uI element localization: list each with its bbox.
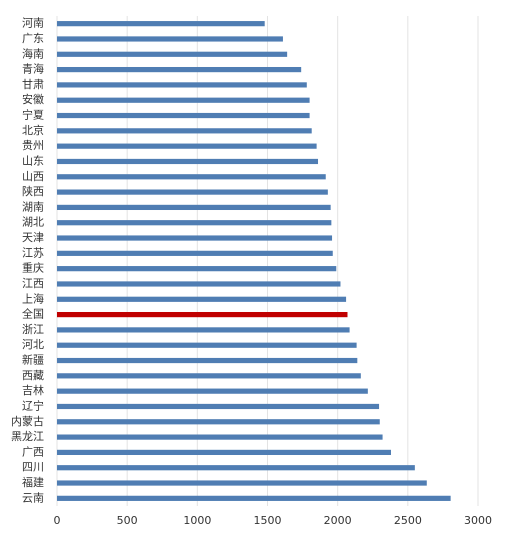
y-tick-label: 贵州 — [22, 139, 44, 152]
bar — [57, 36, 283, 42]
bar — [57, 419, 380, 425]
y-tick-label: 陕西 — [22, 184, 44, 198]
y-tick-label: 河北 — [22, 338, 44, 351]
y-tick-label: 广西 — [22, 445, 44, 458]
bar — [57, 51, 288, 57]
bar — [57, 220, 332, 226]
y-tick-label: 四川 — [22, 461, 44, 474]
bar — [57, 128, 312, 134]
bar — [57, 112, 310, 119]
y-tick-label: 湖北 — [22, 216, 44, 229]
bar — [57, 97, 310, 103]
bar — [57, 327, 350, 333]
y-tick-label: 内蒙古 — [11, 414, 44, 428]
y-tick-label: 西藏 — [22, 369, 44, 382]
y-tick-label: 江西 — [22, 277, 44, 290]
y-tick-label: 广东 — [22, 32, 44, 45]
y-tick-label: 海南 — [22, 46, 44, 60]
y-tick-label: 甘肃 — [22, 78, 44, 91]
bar — [57, 66, 302, 73]
bar — [57, 266, 337, 272]
x-tick-label: 1000 — [183, 514, 211, 527]
y-tick-label: 辽宁 — [22, 398, 44, 412]
y-tick-label: 安徽 — [22, 92, 44, 106]
y-tick-label: 宁夏 — [22, 108, 44, 122]
bar — [57, 296, 347, 302]
bar — [57, 495, 451, 501]
y-tick-label: 浙江 — [22, 323, 44, 336]
bar — [57, 281, 341, 287]
bar — [57, 480, 427, 486]
y-tick-label: 青海 — [22, 62, 44, 76]
x-tick-label: 500 — [117, 514, 138, 527]
bar — [57, 235, 333, 241]
bar — [57, 143, 317, 149]
bar — [57, 158, 319, 165]
bar — [57, 21, 265, 27]
bar — [57, 373, 361, 379]
y-tick-label: 河南 — [22, 17, 44, 30]
bar — [57, 449, 391, 456]
bar — [57, 311, 348, 318]
bar — [57, 342, 357, 348]
bar — [57, 174, 326, 180]
y-tick-label: 新疆 — [22, 353, 44, 367]
bar — [57, 434, 383, 440]
x-tick-label: 2000 — [324, 514, 352, 527]
y-tick-label: 湖南 — [22, 200, 44, 213]
x-tick-label: 0 — [54, 514, 61, 527]
bar — [57, 465, 415, 471]
y-tick-label: 山西 — [22, 170, 44, 183]
bar — [57, 403, 380, 410]
bar — [57, 82, 307, 88]
y-tick-label: 山东 — [22, 154, 44, 167]
y-tick-label: 福建 — [22, 475, 44, 489]
y-tick-label: 天津 — [22, 231, 44, 244]
y-tick-label: 云南 — [22, 491, 44, 504]
y-tick-label: 黑龙江 — [11, 430, 44, 443]
x-tick-label: 3000 — [464, 514, 492, 527]
y-tick-label: 上海 — [22, 291, 44, 305]
bar — [57, 189, 328, 195]
y-tick-label: 全国 — [22, 307, 44, 321]
y-tick-label: 吉林 — [22, 383, 44, 397]
bar — [57, 250, 333, 256]
y-tick-label: 重庆 — [22, 261, 44, 275]
bar — [57, 357, 358, 364]
bar — [57, 204, 331, 211]
bar — [57, 388, 368, 394]
x-tick-label: 1500 — [254, 514, 282, 527]
y-tick-label: 北京 — [22, 123, 44, 137]
y-tick-label: 江苏 — [22, 246, 44, 259]
x-tick-label: 2500 — [394, 514, 422, 527]
